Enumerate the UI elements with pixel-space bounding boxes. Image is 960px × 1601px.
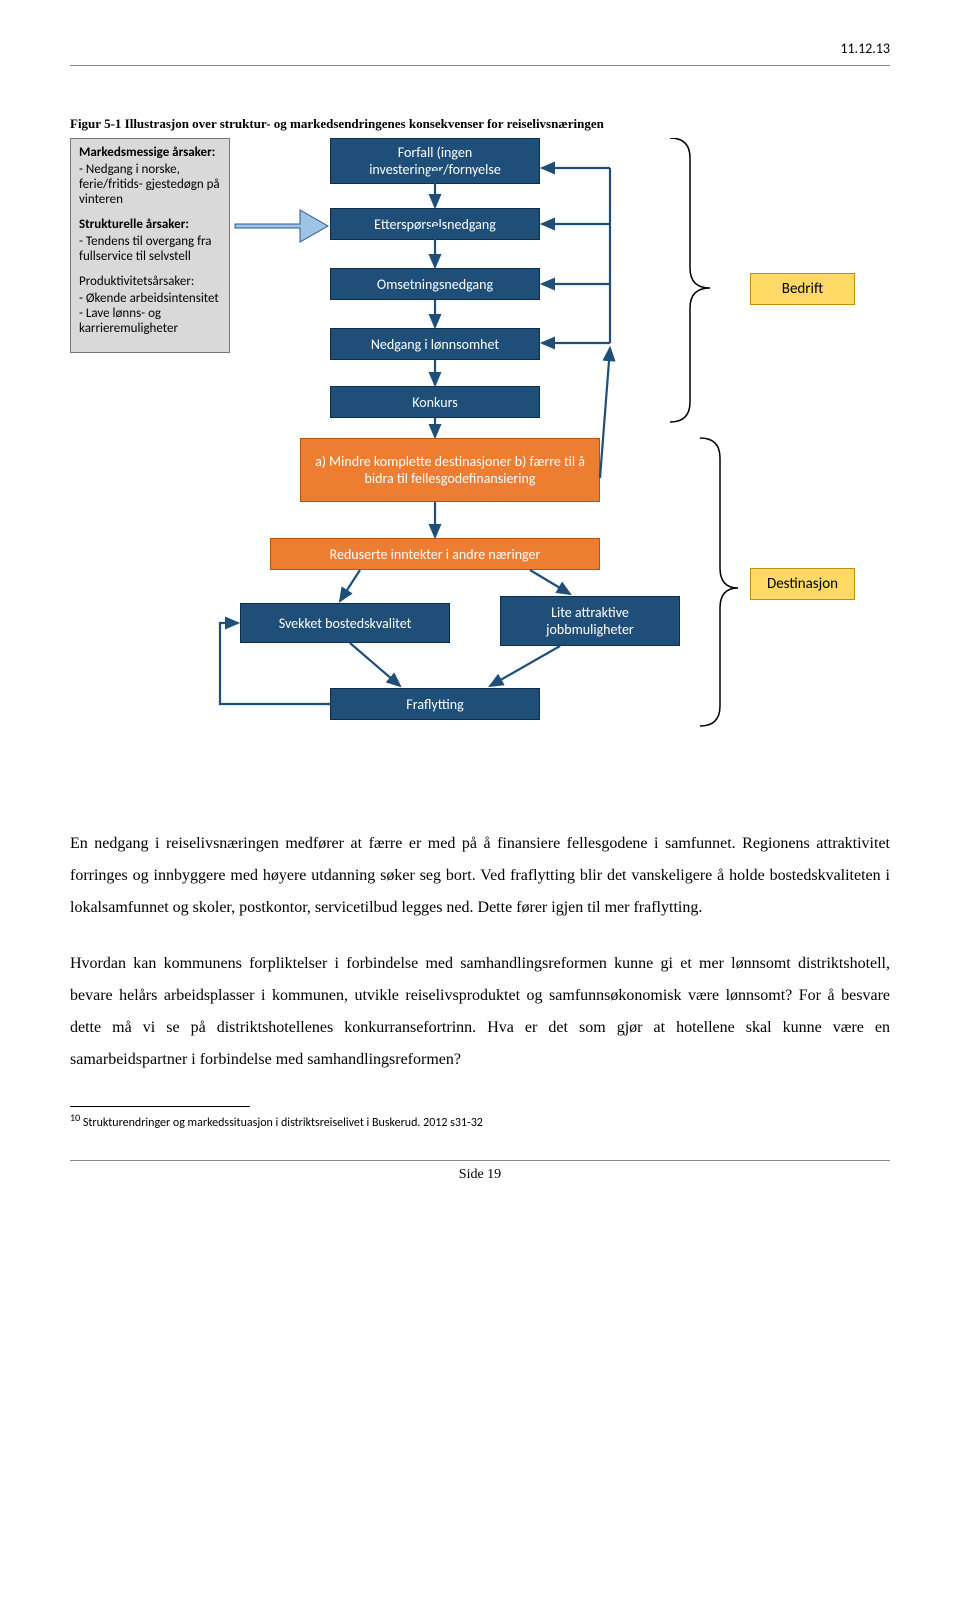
footnote-separator: [70, 1106, 250, 1107]
figure-title: Figur 5-1 Illustrasjon over struktur- og…: [70, 116, 890, 132]
node-svekket: Svekket bostedskvalitet: [240, 603, 450, 643]
footnote-text: Strukturendringer og markedssituasjon i …: [83, 1116, 483, 1130]
node-lite-attraktive: Lite attraktive jobbmuligheter: [500, 596, 680, 646]
header-date: 11.12.13: [70, 40, 890, 66]
market-item: Nedgang i norske, ferie/fritids- gjested…: [79, 162, 221, 207]
node-reduserte: Reduserte inntekter i andre næringer: [270, 538, 600, 570]
market-head: Markedsmessige årsaker:: [79, 145, 221, 160]
label-bedrift: Bedrift: [750, 273, 855, 305]
node-mindre: a) Mindre komplette destinasjoner b) fær…: [300, 438, 600, 502]
node-lonnsomhet: Nedgang i lønnsomhet: [330, 328, 540, 360]
paragraph-1: En nedgang i reiselivsnæringen medfører …: [70, 828, 890, 924]
paragraph-2: Hvordan kan kommunens forpliktelser i fo…: [70, 948, 890, 1076]
node-omsetning: Omsetningsnedgang: [330, 268, 540, 300]
page-footer: Side 19: [70, 1160, 890, 1183]
prod-head: Produktivitetsårsaker:: [79, 274, 221, 289]
struct-head: Strukturelle årsaker:: [79, 217, 221, 232]
node-forfall: Forfall (ingen investeringer/fornyelse: [330, 138, 540, 184]
causes-box: Markedsmessige årsaker: Nedgang i norske…: [70, 138, 230, 353]
node-konkurs: Konkurs: [330, 386, 540, 418]
label-destinasjon: Destinasjon: [750, 568, 855, 600]
diagram: Markedsmessige årsaker: Nedgang i norske…: [70, 138, 890, 778]
prod-item-1: Økende arbeidsintensitet: [79, 291, 221, 306]
prod-item-2: Lave lønns- og karrieremuligheter: [79, 306, 221, 336]
node-ettersporsel: Etterspørselsnedgang: [330, 208, 540, 240]
footnote: 10 Strukturendringer og markedssituasjon…: [70, 1111, 890, 1130]
body-text: En nedgang i reiselivsnæringen medfører …: [70, 828, 890, 1076]
node-fraflytting: Fraflytting: [330, 688, 540, 720]
struct-item: Tendens til overgang fra fullservice til…: [79, 234, 221, 264]
